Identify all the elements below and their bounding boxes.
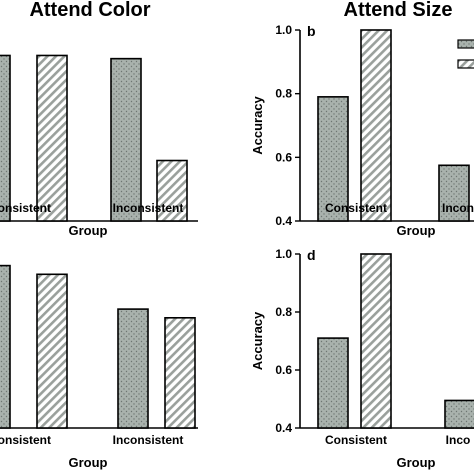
panel-a-x-axis-label: Group [69, 223, 108, 238]
panel-b-bar-dotted-consistent [317, 96, 349, 222]
panel-c-x-axis-label: Group [69, 455, 108, 470]
panel-b-x-tick-label: Incon [442, 201, 474, 215]
panel-c-bar-striped-inconsistent [164, 316, 196, 429]
panel-b-title: Attend Size [344, 0, 453, 21]
legend-swatch-dotted [457, 39, 474, 49]
panel-a-x-tick-label: Inconsistent [113, 201, 184, 215]
panel-b-x-axis-label: Group [397, 223, 436, 238]
panel-b-bar-dotted-inconsistent [438, 164, 470, 222]
panel-d-bar-dotted-consistent [317, 337, 349, 429]
panel-d-y-tick-label: 0.8 [275, 305, 292, 319]
panel-d-y-tick-label: 0.4 [275, 421, 292, 435]
panel-c-bar-dotted-consistent [0, 264, 11, 429]
panel-c-x-tick-label: Inconsistent [113, 433, 184, 447]
panel-d-bar-striped-consistent [360, 253, 392, 429]
panel-c-bar-dotted-inconsistent [117, 308, 149, 429]
panel-d-x-tick-label: Inco [446, 433, 471, 447]
panel-d-y-tick-label: 0.6 [275, 363, 292, 377]
panel-b-label: b [307, 23, 316, 39]
panel-b: 0.4 0.6 0.8 1.0 Accuracy Consistent Incon Group [250, 23, 474, 238]
legend-swatch-striped [457, 59, 474, 69]
panel-a: Consistent Inconsistent Group [0, 54, 198, 238]
panel-d-y-axis-label: Accuracy [250, 311, 265, 370]
panel-d: 0.4 0.6 0.8 1.0 Accuracy Consistent Inco Group [250, 247, 474, 470]
panel-d-label: d [307, 247, 316, 263]
panel-b-y-tick-label: 0.4 [275, 214, 292, 228]
panel-b-y-tick-label: 0.8 [275, 87, 292, 101]
panel-a-bar-striped-consistent [36, 54, 68, 222]
panel-b-y-tick-label: 1.0 [275, 23, 292, 37]
panel-d-bar-dotted-inconsistent [444, 399, 474, 429]
panel-d-x-axis-label: Group [397, 455, 436, 470]
panel-d-y-tick-label: 1.0 [275, 247, 292, 261]
panel-c: Consistent Inconsistent Group [0, 264, 198, 470]
panel-a-bar-dotted-consistent [0, 54, 11, 222]
panel-b-x-tick-label: Consistent [325, 201, 387, 215]
panel-c-bar-striped-consistent [36, 273, 68, 429]
panel-a-x-tick-label: Consistent [0, 201, 51, 215]
panel-c-x-tick-label: Consistent [0, 433, 51, 447]
panel-b-y-tick-label: 0.6 [275, 150, 292, 164]
panel-d-x-tick-label: Consistent [325, 433, 387, 447]
panel-a-bar-striped-inconsistent [156, 159, 188, 222]
panel-a-title: Attend Color [29, 0, 150, 21]
panel-b-y-axis-label: Accuracy [250, 95, 265, 154]
panel-b-bar-striped-consistent [360, 29, 392, 222]
panel-a-bar-dotted-inconsistent [110, 57, 142, 222]
